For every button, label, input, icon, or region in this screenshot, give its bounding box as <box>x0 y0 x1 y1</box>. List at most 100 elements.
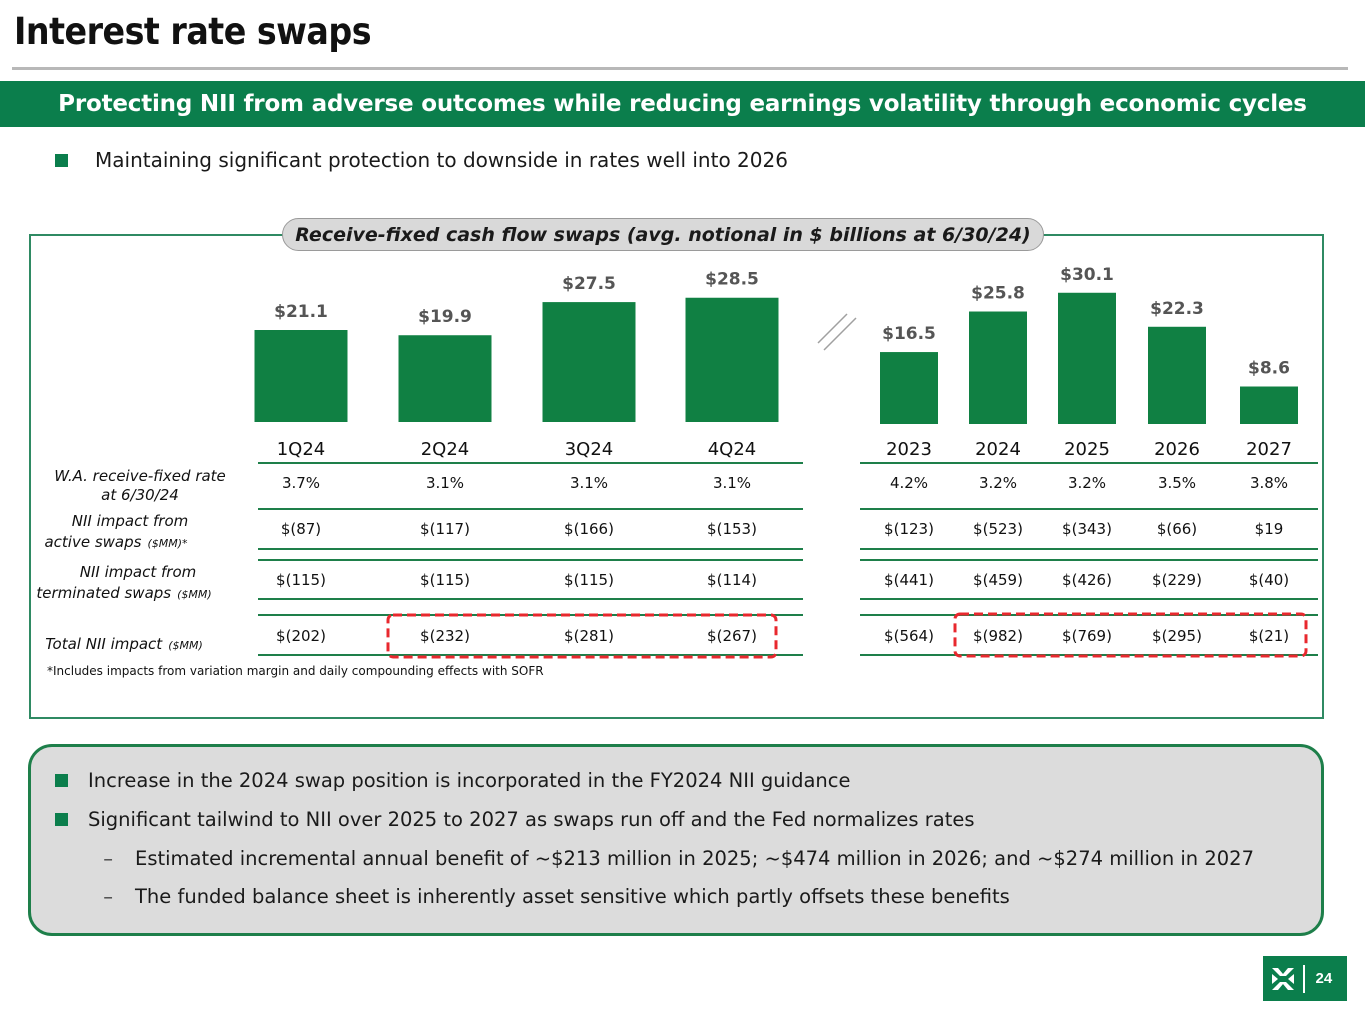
bar-value-label: $16.5 <box>882 324 936 344</box>
bar-2026 <box>1148 326 1206 424</box>
takeaway-text: Increase in the 2024 swap position is in… <box>88 769 851 792</box>
row-label: active swaps ($MM)* <box>44 533 188 551</box>
table-cell: 3.8% <box>1250 474 1288 492</box>
row-label-text: NII impact from <box>80 563 196 581</box>
row-label-text: NII impact from <box>72 512 188 530</box>
row-label-text: W.A. receive-fixed rate <box>54 467 226 485</box>
takeaway-text: Estimated incremental annual benefit of … <box>135 847 1254 870</box>
axis-break-icon <box>817 313 857 351</box>
footnote: *Includes impacts from variation margin … <box>47 664 544 678</box>
category-label: 2Q24 <box>421 439 470 460</box>
category-label: 2023 <box>886 439 932 460</box>
table-cell: 3.1% <box>713 474 751 492</box>
takeaway-text: The funded balance sheet is inherently a… <box>135 885 1010 908</box>
table-layer: 3.7% 3.1% 3.1% 3.1% 4.2% 3.2% 3.2% 3.5% 3.8% $(87… <box>36 462 1318 659</box>
table-cell: $(229) <box>1152 571 1202 589</box>
title-divider <box>12 67 1348 70</box>
bar-2027 <box>1240 386 1298 424</box>
table-cell: $(153) <box>707 520 757 538</box>
table-cell: 3.7% <box>282 474 320 492</box>
table-cell: $(202) <box>276 627 326 645</box>
row-label: terminated swaps ($MM) <box>36 584 211 602</box>
table-cell: 3.1% <box>570 474 608 492</box>
bars-layer: $21.1 1Q24 $19.9 2Q24 $27.5 3Q24 $28.5 4Q24 $16.… <box>254 265 1298 460</box>
bar-3Q24 <box>542 302 636 422</box>
takeaway-bullet-1: Increase in the 2024 swap position is in… <box>55 769 850 792</box>
highlight-box-quarterly <box>386 613 778 659</box>
row-label-text: active swaps <box>44 533 141 551</box>
logo-separator <box>1303 964 1305 993</box>
bullet-square-icon <box>55 774 68 787</box>
table-cell: $(117) <box>420 520 470 538</box>
bar-value-label: $28.5 <box>705 270 759 290</box>
table-cell: $(66) <box>1157 520 1197 538</box>
table-cell: $(441) <box>884 571 934 589</box>
table-cell: 3.2% <box>1068 474 1106 492</box>
table-cell: $(87) <box>281 520 321 538</box>
table-cell: $(115) <box>420 571 470 589</box>
table-cell: $(295) <box>1152 627 1202 645</box>
row-label-text: at 6/30/24 <box>101 486 179 504</box>
table-cell: $(123) <box>884 520 934 538</box>
footer-badge: 24 <box>1263 956 1347 1001</box>
table-cell: $(21) <box>1249 627 1289 645</box>
bar-value-label: $30.1 <box>1060 265 1114 285</box>
bar-value-label: $22.3 <box>1150 299 1204 319</box>
takeaway-text: Significant tailwind to NII over 2025 to… <box>88 808 975 831</box>
table-cell: $(267) <box>707 627 757 645</box>
table-cell: 3.1% <box>426 474 464 492</box>
bar-value-label: $27.5 <box>562 274 616 294</box>
bar-1Q24 <box>254 330 348 422</box>
category-label: 3Q24 <box>565 439 614 460</box>
category-label: 2024 <box>975 439 1021 460</box>
table-cell: $(114) <box>707 571 757 589</box>
row-label-unit: ($MM)* <box>147 537 188 550</box>
category-label: 1Q24 <box>277 439 326 460</box>
banner-headline: Protecting NII from adverse outcomes whi… <box>0 81 1365 127</box>
category-label: 2025 <box>1064 439 1110 460</box>
row-label-text: Total NII impact <box>45 635 163 653</box>
category-label: 4Q24 <box>708 439 757 460</box>
row-label: W.A. receive-fixed rate <box>54 467 226 485</box>
table-cell: $19 <box>1255 520 1284 538</box>
bar-value-label: $21.1 <box>274 302 328 322</box>
category-label: 2027 <box>1246 439 1292 460</box>
table-cell: 3.5% <box>1158 474 1196 492</box>
page-number: 24 <box>1315 970 1333 987</box>
highlight-box-annual <box>953 612 1308 658</box>
table-cell: $(343) <box>1062 520 1112 538</box>
citizens-logo-icon <box>1263 956 1303 1001</box>
table-cell: $(115) <box>564 571 614 589</box>
table-cell: $(40) <box>1249 571 1289 589</box>
bar-value-label: $25.8 <box>971 284 1025 304</box>
bullet-square-icon <box>55 153 68 167</box>
chart-header-pill: Receive-fixed cash flow swaps (avg. noti… <box>282 218 1044 251</box>
dash-marker: – <box>103 885 113 908</box>
row-label-unit: ($MM) <box>177 588 212 601</box>
table-cell: $(281) <box>564 627 614 645</box>
row-label-unit: ($MM) <box>168 639 203 652</box>
bar-value-label: $8.6 <box>1248 359 1290 379</box>
table-cell: $(769) <box>1062 627 1112 645</box>
bar-2Q24 <box>398 335 492 422</box>
row-label-text: terminated swaps <box>36 584 171 602</box>
page-title: Interest rate swaps <box>14 10 372 53</box>
dash-marker: – <box>103 847 113 870</box>
takeaway-subbullet-2: – The funded balance sheet is inherently… <box>83 885 1010 908</box>
bar-2023 <box>880 352 938 424</box>
top-bullet: Maintaining significant protection to do… <box>55 148 788 172</box>
row-label: NII impact from <box>80 563 196 581</box>
bar-value-label: $19.9 <box>418 307 472 327</box>
bar-4Q24 <box>685 297 779 422</box>
bar-2025 <box>1058 292 1116 424</box>
takeaways-box: Increase in the 2024 swap position is in… <box>28 744 1324 936</box>
bar-2024 <box>969 311 1027 424</box>
table-cell: $(982) <box>973 627 1023 645</box>
table-cell: $(232) <box>420 627 470 645</box>
table-cell: $(523) <box>973 520 1023 538</box>
table-cell: $(426) <box>1062 571 1112 589</box>
table-cell: 4.2% <box>890 474 928 492</box>
takeaway-bullet-2: Significant tailwind to NII over 2025 to… <box>55 808 975 831</box>
row-label: NII impact from <box>72 512 188 530</box>
row-label: at 6/30/24 <box>101 486 179 504</box>
